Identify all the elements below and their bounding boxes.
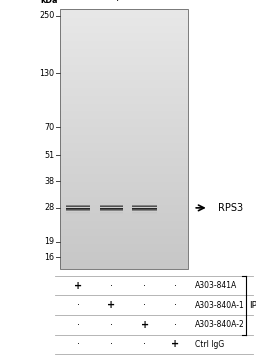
Text: +: + <box>141 320 149 330</box>
Text: IP/WB: IP/WB <box>108 0 140 2</box>
Text: ·: · <box>110 320 113 330</box>
Text: ·: · <box>143 339 146 350</box>
Text: IP: IP <box>250 301 256 310</box>
Text: 19: 19 <box>44 237 55 246</box>
Text: ·: · <box>143 281 146 291</box>
Text: ·: · <box>110 281 113 291</box>
Text: ·: · <box>77 339 80 350</box>
Text: 130: 130 <box>39 68 55 78</box>
Text: ·: · <box>174 320 177 330</box>
Text: 38: 38 <box>45 177 55 185</box>
Text: +: + <box>107 300 115 310</box>
Text: A303-840A-2: A303-840A-2 <box>195 320 244 329</box>
Text: ·: · <box>110 339 113 350</box>
Text: Ctrl IgG: Ctrl IgG <box>195 340 224 349</box>
Text: ·: · <box>77 300 80 310</box>
Text: 16: 16 <box>45 252 55 262</box>
Text: 70: 70 <box>44 123 55 132</box>
Text: ·: · <box>143 300 146 310</box>
Text: +: + <box>171 339 179 350</box>
Bar <box>60 9 188 269</box>
Text: A303-841A: A303-841A <box>195 281 237 290</box>
Text: 51: 51 <box>44 151 55 160</box>
Text: RPS3: RPS3 <box>218 203 243 213</box>
Text: ·: · <box>174 300 177 310</box>
Text: kDa: kDa <box>40 0 58 5</box>
Text: ·: · <box>77 320 80 330</box>
Text: 28: 28 <box>44 203 55 213</box>
Text: A303-840A-1: A303-840A-1 <box>195 301 244 310</box>
Text: +: + <box>74 281 82 291</box>
Text: 250: 250 <box>39 11 55 20</box>
Text: ·: · <box>174 281 177 291</box>
